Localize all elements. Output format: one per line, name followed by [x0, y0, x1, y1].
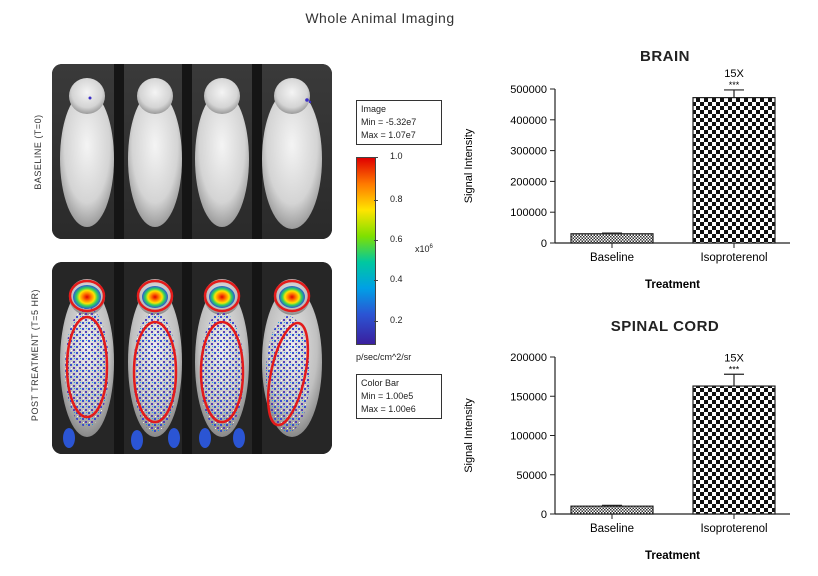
bar-baseline — [570, 233, 654, 244]
y-tick-label: 100000 — [510, 431, 547, 443]
image-info-box: Image Min = -5.32e7 Max = 1.07e7 — [356, 100, 442, 145]
y-axis-label: Signal Intensity — [463, 398, 475, 473]
x-tick-label: Isoproterenol — [700, 252, 767, 264]
brain-chart-title: BRAIN — [640, 48, 690, 65]
color-bar-info-box: Color Bar Min = 1.00e5 Max = 1.00e6 — [356, 374, 442, 419]
image-info-max: Max = 1.07e7 — [361, 130, 416, 140]
image-info-heading: Image — [361, 104, 387, 114]
mouse-4 — [262, 78, 322, 229]
mouse-2-treated — [128, 279, 182, 437]
color-tick-0-6: 0.6 — [390, 234, 403, 244]
bar-isoproterenol — [692, 97, 776, 244]
x-tick-label: Isoproterenol — [700, 523, 767, 535]
color-multiplier: x106 — [415, 244, 433, 254]
y-tick-label: 200000 — [510, 352, 547, 364]
color-scale-unit: p/sec/cm^2/sr — [356, 352, 412, 362]
color-bar-info-min: Min = 1.00e5 — [361, 391, 414, 401]
y-tick-label: 150000 — [510, 391, 547, 403]
image-info-min: Min = -5.32e7 — [361, 117, 417, 127]
y-tick-label: 0 — [541, 509, 547, 521]
post-treatment-label: POST TREATMENT (T=5 HR) — [30, 288, 40, 422]
baseline-image — [52, 64, 332, 239]
spinal-cord-chart: 0 50000 100000 150000 200000 Baseline Isoprote… — [463, 352, 790, 562]
y-tick-label: 300000 — [510, 146, 547, 158]
significance-annotation: *** — [729, 364, 740, 374]
significance-annotation: *** — [729, 80, 740, 90]
fold-change-annotation: 15X — [724, 68, 744, 80]
x-tick-label: Baseline — [590, 523, 634, 535]
color-bar-info-heading: Color Bar — [361, 378, 400, 388]
mouse-3 — [195, 78, 249, 227]
fold-change-annotation: 15X — [724, 352, 744, 364]
mouse-3-treated — [195, 279, 249, 437]
page-title: Whole Animal Imaging — [305, 10, 455, 26]
color-scale-bar — [356, 157, 376, 345]
y-tick-label: 50000 — [516, 470, 547, 482]
mouse-1-treated — [60, 279, 114, 437]
y-tick-label: 500000 — [510, 84, 547, 96]
post-treatment-image — [52, 262, 332, 454]
spinal-chart-title: SPINAL CORD — [610, 318, 720, 335]
color-multiplier-base: x10 — [415, 244, 430, 254]
color-bar-info-max: Max = 1.00e6 — [361, 404, 416, 414]
color-multiplier-exponent: 6 — [429, 244, 433, 250]
baseline-label: BASELINE (T=0) — [33, 114, 43, 190]
mouse-1 — [60, 78, 114, 227]
brain-chart: 0 100000 200000 300000 400000 500000 Baseline I… — [463, 68, 790, 291]
x-tick-label: Baseline — [590, 252, 634, 264]
y-axis-label: Signal Intensity — [463, 128, 475, 203]
y-tick-label: 400000 — [510, 115, 547, 127]
y-tick-label: 200000 — [510, 176, 547, 188]
y-tick-label: 100000 — [510, 207, 547, 219]
color-tick-0-4: 0.4 — [390, 274, 403, 284]
color-tick-1-0: 1.0 — [390, 151, 403, 161]
x-axis-label: Treatment — [645, 550, 700, 562]
y-tick-label: 0 — [541, 238, 547, 250]
bar-isoproterenol — [692, 385, 776, 515]
mouse-4-treated — [262, 279, 322, 437]
x-axis-label: Treatment — [645, 279, 700, 291]
color-tick-0-8: 0.8 — [390, 194, 403, 204]
bar-baseline — [570, 505, 654, 515]
color-tick-0-2: 0.2 — [390, 315, 403, 325]
mouse-2 — [128, 78, 182, 227]
